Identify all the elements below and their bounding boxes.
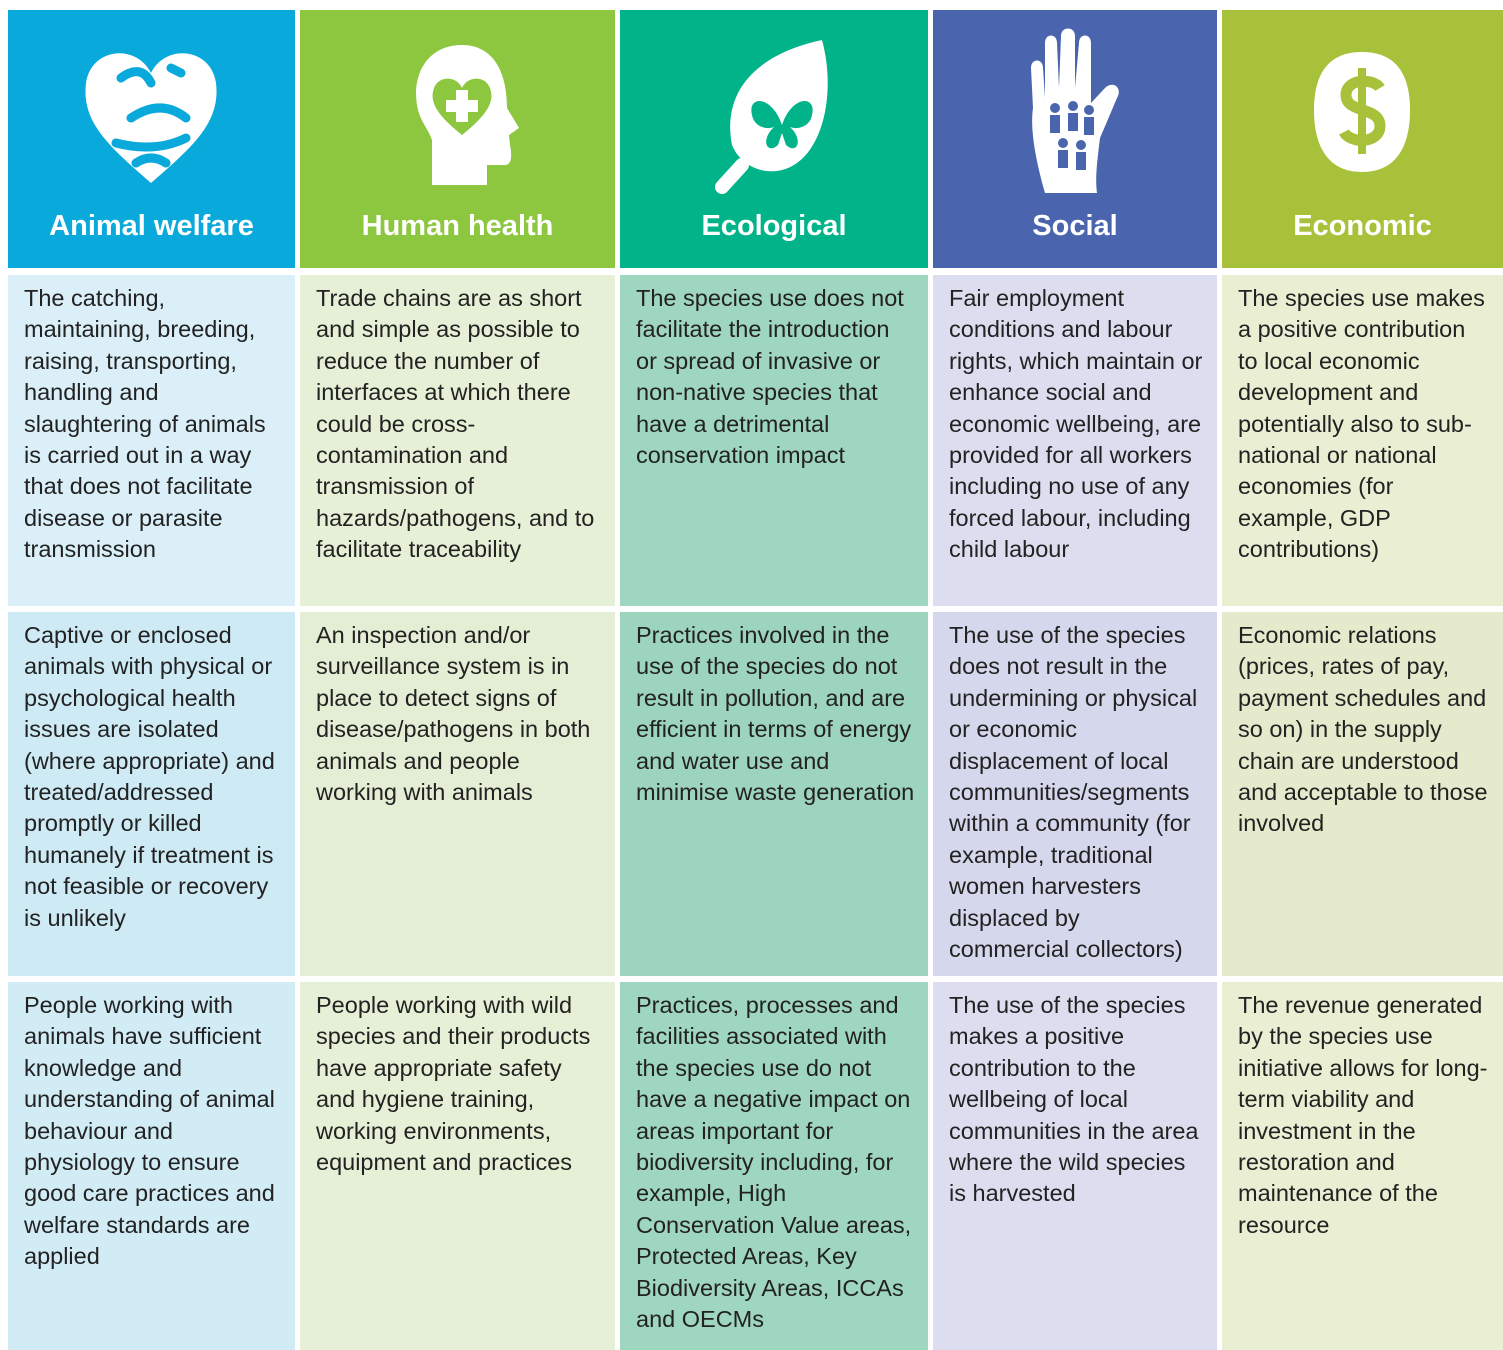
column-title: Economic [1293, 210, 1432, 242]
column-title: Social [1032, 210, 1118, 242]
criterion-cell: The use of the species does not result i… [933, 612, 1217, 976]
criterion-cell: Economic relations (prices, rates of pay… [1222, 612, 1503, 976]
criterion-cell: Trade chains are as short and simple as … [300, 275, 615, 606]
criterion-cell: Fair employment conditions and labour ri… [933, 275, 1217, 606]
criterion-cell: People working with animals have suffici… [8, 982, 295, 1350]
human-health-icon [416, 45, 519, 185]
criterion-cell: The species use makes a positive contrib… [1222, 275, 1503, 606]
column-title: Animal welfare [49, 210, 254, 242]
criterion-cell: Practices, processes and facilities asso… [620, 982, 928, 1350]
criterion-cell: People working with wild species and the… [300, 982, 615, 1350]
criterion-cell: The use of the species makes a positive … [933, 982, 1217, 1350]
column-title: Ecological [701, 210, 847, 242]
criterion-cell: The revenue generated by the species use… [1222, 982, 1503, 1350]
criterion-cell: Captive or enclosed animals with physica… [8, 612, 295, 976]
criterion-cell: Practices involved in the use of the spe… [620, 612, 928, 976]
social-icon [1031, 28, 1119, 193]
criterion-cell: The catching, maintaining, breeding, rai… [8, 275, 295, 606]
ecological-icon [715, 40, 828, 194]
criterion-cell: An inspection and/or surveillance system… [300, 612, 615, 976]
column-title: Human health [361, 210, 554, 242]
animal-welfare-icon [85, 53, 217, 183]
criterion-cell: The species use does not facilitate the … [620, 275, 928, 606]
economic-icon [1314, 52, 1410, 172]
